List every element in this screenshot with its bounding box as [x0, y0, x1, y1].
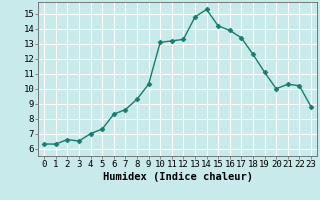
X-axis label: Humidex (Indice chaleur): Humidex (Indice chaleur) [103, 172, 252, 182]
